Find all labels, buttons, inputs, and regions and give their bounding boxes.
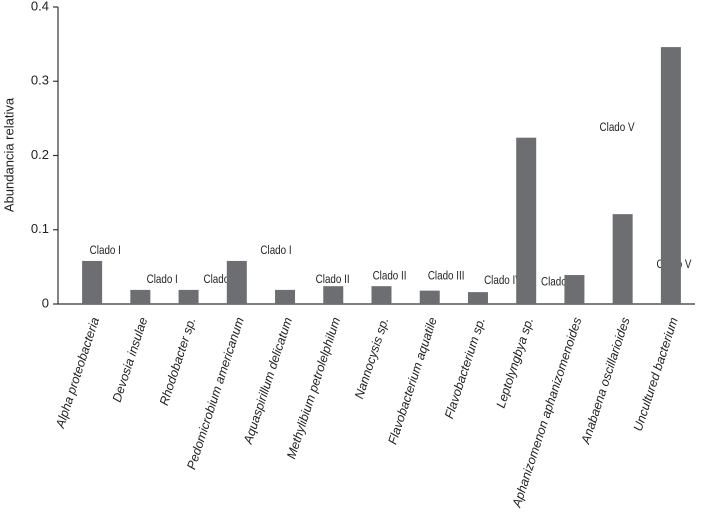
bar: [371, 286, 392, 304]
bar-annotation: Clado IV: [484, 274, 522, 287]
y-tick-label: 0.2: [31, 147, 49, 162]
x-tick-label: Devosia insulae: [110, 316, 151, 404]
x-tick-label: Leptolyngbya sp.: [494, 316, 537, 410]
y-tick-label: 0.1: [31, 221, 49, 236]
bar: [516, 137, 537, 304]
bar: [612, 214, 633, 304]
x-tick-label: Flavobacterium sp.: [442, 316, 488, 421]
x-tick-label: Methylibium petrolelphilum: [284, 316, 343, 461]
y-tick-label: 0: [42, 295, 49, 310]
bar-annotation: Clado III: [428, 269, 465, 282]
y-tick-label: 0.3: [31, 73, 49, 88]
x-tick-label: Anabaena oscillarioides: [578, 316, 632, 447]
bar-annotation: Clado I: [260, 244, 291, 257]
x-tick-label: Uncultured bacterium: [631, 316, 681, 433]
bar: [660, 47, 681, 304]
x-tick-label: Alpha proteobacteria: [53, 316, 102, 431]
bar: [419, 290, 440, 304]
x-tick-label: Flavobacterium aquatile: [385, 316, 439, 447]
bar: [178, 289, 199, 304]
bar: [275, 289, 296, 304]
bar: [564, 275, 585, 304]
x-tick-label: Pedomicrobium americanum: [184, 316, 246, 472]
y-tick-label: 0.4: [31, 0, 49, 13]
x-tick-label: Nannocysis sp.: [352, 316, 392, 401]
x-tick-label: Rhodobacter sp.: [157, 316, 199, 408]
bar-annotation: Clado II: [316, 273, 350, 286]
y-axis-title: Abundancia relativa: [1, 97, 16, 212]
bar: [82, 260, 103, 304]
bar: [323, 286, 344, 304]
bar: [226, 260, 247, 304]
x-tick-label: Aquaspirillum delicatum: [241, 316, 295, 447]
bar: [130, 289, 151, 304]
bar-annotation: Clado I: [90, 244, 121, 257]
bar: [467, 292, 488, 304]
bar-annotation: Clado II: [373, 269, 407, 282]
bar-annotation: Clado V: [600, 121, 636, 134]
bar-annotation: Clado I: [147, 273, 178, 286]
